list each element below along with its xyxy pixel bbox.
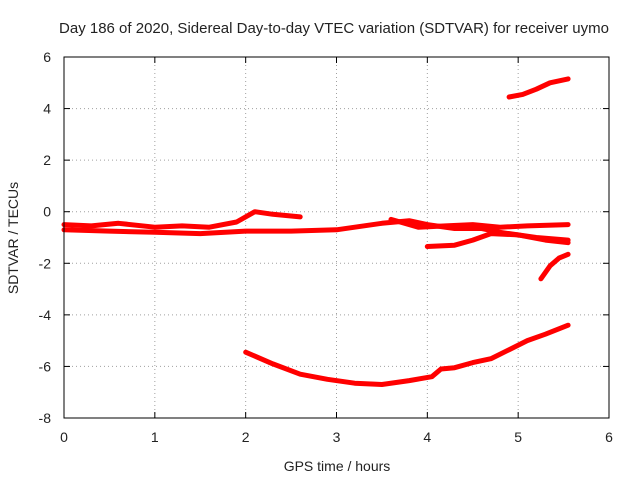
grid (64, 57, 609, 418)
series-line-3 (388, 216, 571, 230)
x-tick-label: 0 (60, 429, 68, 445)
y-tick-label: 4 (43, 101, 51, 117)
series-line-6 (506, 76, 571, 100)
x-tick-label: 5 (514, 429, 522, 445)
x-tick-label: 4 (423, 429, 431, 445)
y-axis-label: SDTVAR / TECUs (5, 182, 21, 294)
series-line-1 (61, 209, 303, 230)
y-tick-label: 6 (43, 49, 51, 65)
y-tick-label: -6 (39, 358, 52, 374)
x-tick-label: 3 (333, 429, 341, 445)
y-tick-label: -4 (39, 307, 52, 323)
x-tick-label: 6 (605, 429, 613, 445)
x-axis-label: GPS time / hours (284, 458, 391, 474)
y-tick-label: -8 (39, 410, 52, 426)
series-line-2 (61, 218, 571, 243)
y-tick-label: 0 (43, 204, 51, 220)
axis-ticks: 0 1 2 3 4 5 6 -8 -6 -4 -2 0 2 4 6 (39, 49, 614, 445)
series-line-7 (538, 251, 571, 282)
series-line-4 (424, 231, 571, 249)
y-tick-label: -2 (39, 255, 52, 271)
chart-title: Day 186 of 2020, Sidereal Day-to-day VTE… (59, 20, 609, 37)
x-tick-label: 2 (242, 429, 250, 445)
series-line-5 (243, 322, 571, 387)
y-tick-label: 2 (43, 152, 51, 168)
x-tick-label: 1 (151, 429, 159, 445)
plot-series (61, 76, 571, 387)
